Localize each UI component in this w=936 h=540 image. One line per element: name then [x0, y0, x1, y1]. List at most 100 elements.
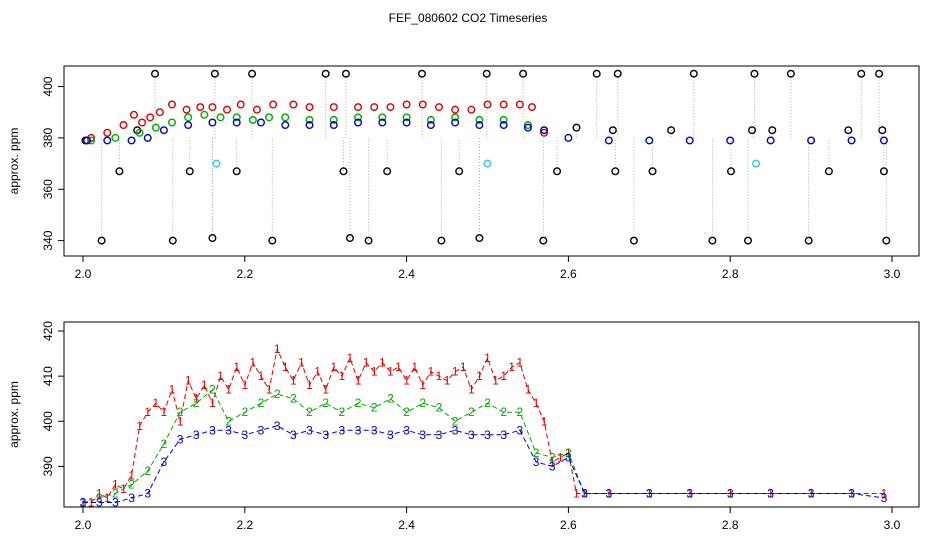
data-marker: 2 — [241, 405, 248, 419]
data-marker: 1 — [169, 383, 176, 397]
data-marker: 1 — [436, 369, 443, 383]
data-marker: 1 — [606, 486, 613, 500]
data-marker: 1 — [525, 383, 532, 397]
data-marker: 2 — [322, 396, 329, 410]
data-marker: 1 — [517, 356, 524, 370]
x-tick-label: 2.2 — [236, 518, 253, 532]
data-marker: 1 — [557, 450, 564, 464]
data-marker: 1 — [201, 378, 208, 392]
data-point — [685, 136, 694, 145]
data-marker: 3 — [517, 423, 524, 437]
data-point — [879, 167, 888, 176]
data-point — [329, 115, 338, 124]
data-marker: 1 — [387, 365, 394, 379]
data-marker: 2 — [533, 446, 540, 460]
data-marker: 2 — [452, 414, 459, 428]
x-tick-label: 2.6 — [560, 267, 577, 281]
data-point — [185, 167, 194, 176]
data-marker: 3 — [112, 495, 119, 509]
data-point — [475, 121, 484, 130]
data-point — [378, 118, 387, 127]
data-marker: 3 — [161, 455, 168, 469]
data-point — [752, 159, 761, 168]
data-marker: 1 — [363, 356, 370, 370]
data-point — [437, 236, 446, 245]
series-4 — [83, 118, 888, 145]
data-marker: 2 — [161, 437, 168, 451]
data-point — [383, 167, 392, 176]
data-point — [726, 136, 735, 145]
data-marker: 3 — [565, 450, 572, 464]
data-marker: 1 — [541, 414, 548, 428]
data-point — [155, 108, 164, 117]
data-point — [645, 136, 654, 145]
data-point — [232, 118, 241, 127]
data-marker: 1 — [306, 378, 313, 392]
series-3: 3 3 3 3 333 3 3 3 3 3 33 3 3 3 3 3 3 3 3 3 3 3 3 3 33 333 3 3 3 3 3 3 3 3 — [80, 419, 888, 510]
data-marker: 3 — [436, 428, 443, 442]
data-marker: 3 — [306, 423, 313, 437]
series-line — [83, 347, 884, 503]
data-point — [129, 110, 138, 119]
data-point — [200, 110, 209, 119]
data-point — [402, 100, 411, 109]
data-marker: 2 — [144, 464, 151, 478]
data-point — [210, 69, 219, 78]
data-point — [305, 121, 314, 130]
data-marker: 1 — [549, 455, 556, 469]
data-marker: 3 — [209, 423, 216, 437]
data-marker: 1 — [347, 351, 354, 365]
data-point — [236, 100, 245, 109]
data-point — [564, 133, 573, 142]
data-point — [127, 136, 136, 145]
data-point — [232, 167, 241, 176]
data-marker: 3 — [606, 486, 613, 500]
data-marker: 2 — [225, 414, 232, 428]
data-marker: 1 — [161, 405, 168, 419]
data-point — [103, 136, 112, 145]
data-marker: 1 — [686, 486, 693, 500]
data-marker: 1 — [484, 351, 491, 365]
data-point — [184, 121, 193, 130]
data-marker: 2 — [290, 392, 297, 406]
y-tick-label: 380 — [41, 128, 55, 148]
data-marker: 2 — [565, 446, 572, 460]
data-marker: 1 — [136, 419, 143, 433]
data-marker: 3 — [549, 459, 556, 473]
y-tick-label: 360 — [41, 179, 55, 199]
data-point — [402, 118, 411, 127]
data-point — [402, 113, 411, 122]
data-point — [451, 105, 460, 114]
data-point — [804, 236, 813, 245]
data-point — [467, 105, 476, 114]
data-point — [875, 69, 884, 78]
data-point — [268, 236, 277, 245]
data-point — [648, 167, 657, 176]
data-marker: 2 — [128, 477, 135, 491]
data-point — [750, 69, 759, 78]
data-point — [766, 136, 775, 145]
data-point — [667, 126, 676, 135]
data-point — [354, 103, 363, 112]
data-point — [256, 118, 265, 127]
data-marker: 1 — [452, 365, 459, 379]
series-line — [83, 425, 884, 503]
data-marker: 3 — [96, 495, 103, 509]
data-point — [475, 115, 484, 124]
data-point — [111, 133, 120, 142]
data-point — [159, 126, 168, 135]
data-marker: 2 — [500, 405, 507, 419]
data-point — [248, 69, 257, 78]
data-point — [482, 69, 491, 78]
data-marker: 2 — [96, 491, 103, 505]
data-point — [539, 236, 548, 245]
data-point — [115, 167, 124, 176]
data-point — [281, 113, 290, 122]
data-point — [119, 121, 128, 130]
data-marker: 1 — [419, 378, 426, 392]
data-point — [426, 121, 435, 130]
series-line — [82, 388, 586, 503]
data-point — [208, 118, 217, 127]
